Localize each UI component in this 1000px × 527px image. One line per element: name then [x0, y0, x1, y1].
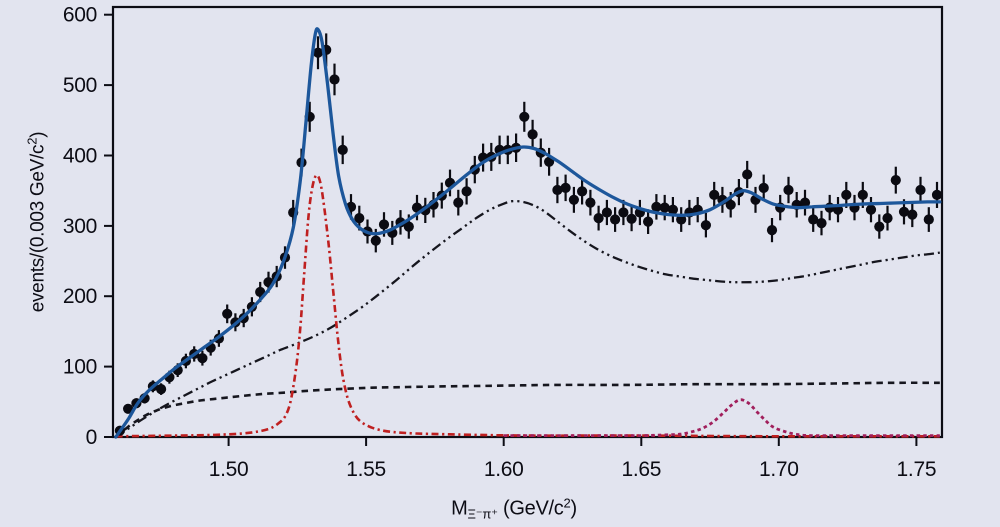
- data-point: [337, 144, 348, 155]
- data-point: [453, 197, 464, 208]
- data-point: [461, 186, 472, 197]
- plot-frame: [111, 5, 944, 439]
- data-point: [643, 216, 654, 227]
- data-point: [882, 213, 893, 224]
- data-point: [354, 213, 365, 224]
- x-axis-tick-label: 1.60: [484, 458, 524, 481]
- data-point: [156, 384, 167, 395]
- data-point: [610, 214, 621, 225]
- y-axis-tick-label: 200: [63, 285, 97, 308]
- y-axis-label-superscript: 2: [24, 137, 40, 145]
- data-point: [907, 209, 918, 220]
- x-axis-label-subscript: Ξ⁻π⁺: [467, 506, 498, 522]
- data-point: [197, 353, 208, 364]
- data-point: [329, 74, 340, 85]
- curve-background-dashed: [114, 381, 940, 439]
- data-point: [725, 199, 736, 210]
- data-point: [758, 182, 769, 193]
- data-point: [857, 189, 868, 200]
- data-point: [222, 308, 233, 319]
- curve-signal-1530: [115, 173, 940, 438]
- x-axis-label-superscript: 2: [563, 495, 571, 511]
- curve-total-fit: [114, 27, 942, 439]
- y-axis-label-text: events/(0.003 GeV/c: [27, 144, 49, 313]
- x-axis-label-mass-symbol: M: [451, 497, 468, 520]
- data-point: [841, 189, 852, 200]
- data-point: [618, 207, 629, 218]
- y-axis-tick-label: 0: [86, 426, 97, 449]
- data-point: [923, 214, 934, 225]
- x-axis-label-unit-close: ): [570, 497, 578, 520]
- data-point: [799, 197, 811, 208]
- y-axis-tick-label: 300: [63, 215, 97, 238]
- data-point: [931, 189, 943, 200]
- data-point: [816, 218, 827, 229]
- data-point: [898, 206, 910, 217]
- data-point: [123, 403, 134, 414]
- data-point: [915, 184, 926, 196]
- y-axis-tick-label: 400: [63, 145, 97, 168]
- data-point: [874, 221, 885, 232]
- data-point: [766, 225, 778, 236]
- data-point: [700, 220, 712, 231]
- data-point: [783, 184, 794, 196]
- data-point: [676, 214, 687, 225]
- data-point: [742, 169, 753, 180]
- data-point: [659, 202, 670, 213]
- x-axis-tick-label: 1.65: [621, 458, 661, 481]
- data-point: [370, 235, 381, 246]
- data-point: [651, 201, 662, 212]
- data-point: [667, 204, 679, 215]
- x-axis-label: MΞ⁻π⁺ (GeV/c2): [451, 496, 577, 523]
- y-axis-tick-label: 500: [63, 74, 97, 97]
- data-point: [568, 194, 580, 205]
- y-axis-label: events/(0.003 GeV/c2): [25, 132, 50, 313]
- x-axis-tick-label: 1.70: [759, 458, 799, 481]
- y-axis-label-close: ): [27, 131, 49, 138]
- x-axis-tick-label: 1.75: [897, 458, 937, 481]
- data-point: [626, 213, 637, 224]
- data-point: [560, 182, 571, 193]
- curve-signal-1690: [503, 398, 940, 438]
- data-point: [378, 219, 390, 230]
- x-axis-tick-label: 1.50: [209, 458, 249, 481]
- x-axis-label-unit: (GeV/c: [497, 497, 564, 520]
- data-point: [544, 156, 555, 167]
- data-point: [577, 186, 588, 197]
- y-axis-tick-label: 600: [63, 4, 97, 27]
- y-axis-tick-label: 100: [63, 356, 97, 379]
- data-point: [585, 197, 596, 208]
- data-point: [709, 189, 720, 200]
- data-point: [519, 111, 530, 122]
- data-point: [552, 184, 563, 196]
- data-point: [312, 47, 324, 58]
- data-point: [601, 207, 613, 218]
- data-point: [865, 204, 877, 215]
- data-point: [403, 221, 414, 232]
- data-point: [890, 175, 901, 186]
- data-point: [808, 214, 819, 225]
- data-point: [527, 129, 538, 140]
- data-point: [593, 213, 604, 224]
- x-axis-tick-label: 1.55: [346, 458, 386, 481]
